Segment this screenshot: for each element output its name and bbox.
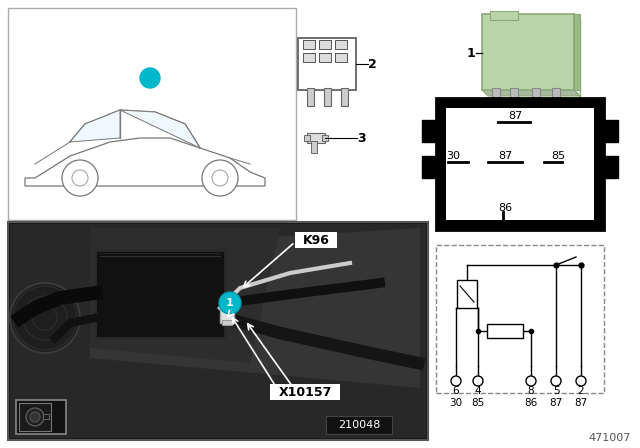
Bar (8, 222, 428, 440)
Text: 471007: 471007 (589, 433, 631, 443)
Bar (43, 414, 49, 419)
Bar (482, 14, 574, 90)
Text: 30: 30 (449, 398, 463, 408)
Text: 87: 87 (498, 151, 512, 161)
Bar (422, 120, 438, 142)
Bar (602, 120, 618, 142)
Bar (295, 232, 337, 248)
Bar (307, 88, 314, 106)
Text: 86: 86 (498, 203, 512, 213)
Bar (304, 135, 310, 141)
Bar (303, 53, 315, 62)
Text: 3: 3 (358, 132, 366, 145)
Text: 87: 87 (574, 398, 588, 408)
Bar (319, 40, 331, 49)
Polygon shape (25, 138, 265, 186)
Polygon shape (90, 228, 420, 388)
Text: 8: 8 (528, 386, 534, 396)
Circle shape (576, 376, 586, 386)
Text: 87: 87 (508, 111, 522, 121)
Bar (457, 280, 477, 308)
Bar (95, 250, 225, 338)
Polygon shape (70, 110, 120, 142)
Text: 6: 6 (452, 386, 460, 396)
Bar (492, 88, 500, 104)
Bar (303, 40, 315, 49)
Circle shape (62, 160, 98, 196)
Circle shape (526, 376, 536, 386)
Polygon shape (492, 104, 500, 110)
Polygon shape (90, 228, 280, 363)
Bar (298, 38, 356, 90)
Text: 85: 85 (551, 151, 565, 161)
Bar (16, 400, 66, 434)
Circle shape (219, 292, 241, 314)
Circle shape (473, 376, 483, 386)
Bar (422, 156, 438, 178)
Text: 2: 2 (578, 386, 584, 396)
Bar (311, 141, 317, 153)
Bar (10, 224, 426, 438)
Text: 86: 86 (524, 398, 538, 408)
Polygon shape (510, 104, 518, 110)
Bar (324, 88, 331, 106)
Text: 85: 85 (472, 398, 484, 408)
Bar (19, 403, 51, 431)
Bar (307, 133, 325, 143)
Bar (222, 320, 232, 325)
Text: X10157: X10157 (278, 385, 332, 399)
Bar (510, 88, 518, 104)
Text: 1: 1 (467, 47, 476, 60)
Bar (602, 156, 618, 178)
Text: K96: K96 (303, 233, 330, 246)
Bar (270, 384, 340, 400)
Circle shape (451, 376, 461, 386)
Bar (574, 14, 580, 90)
Bar (552, 88, 560, 104)
Bar (490, 11, 518, 20)
Text: 1: 1 (226, 298, 234, 308)
Bar (436, 245, 604, 393)
Text: 87: 87 (549, 398, 563, 408)
Text: 1: 1 (146, 73, 154, 83)
Circle shape (30, 412, 40, 422)
Polygon shape (552, 104, 560, 110)
Bar (341, 88, 348, 106)
Circle shape (10, 283, 80, 353)
Bar (8, 8, 296, 220)
Bar (446, 108, 594, 220)
Text: 4: 4 (475, 386, 481, 396)
Bar (322, 135, 328, 141)
Polygon shape (120, 110, 200, 148)
Bar (335, 53, 347, 62)
Bar (486, 324, 522, 338)
Circle shape (140, 68, 160, 88)
Circle shape (202, 160, 238, 196)
Bar (220, 303, 234, 323)
Polygon shape (482, 90, 580, 96)
Bar (436, 98, 604, 230)
Bar (532, 88, 540, 104)
Bar (326, 416, 392, 434)
Bar (319, 53, 331, 62)
Text: 210048: 210048 (338, 420, 380, 430)
Polygon shape (532, 104, 540, 110)
Circle shape (26, 408, 44, 426)
Text: 2: 2 (367, 57, 376, 70)
Circle shape (551, 376, 561, 386)
Bar (335, 40, 347, 49)
Text: 5: 5 (553, 386, 559, 396)
Text: 30: 30 (446, 151, 460, 161)
